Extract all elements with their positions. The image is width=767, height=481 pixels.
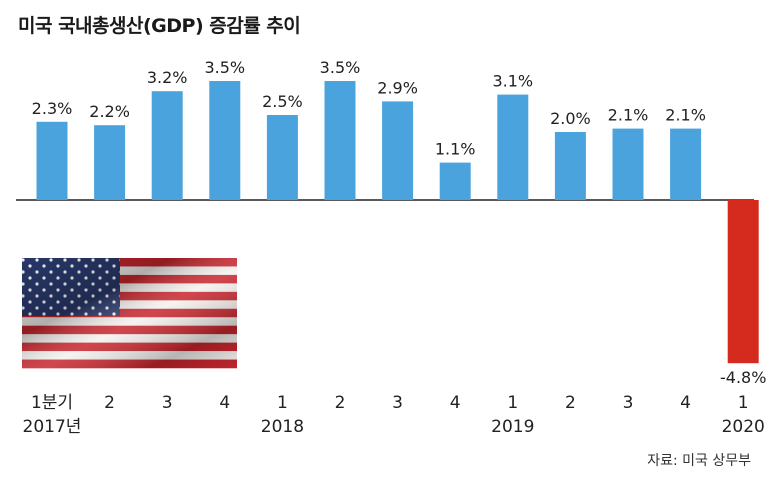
bar	[151, 91, 183, 200]
data-label: 3.5%	[320, 58, 361, 77]
year-label: 2018	[261, 417, 304, 437]
data-label: 2.9%	[377, 78, 418, 97]
data-label: 2.5%	[262, 92, 303, 111]
data-label: 2.1%	[608, 106, 649, 125]
x-tick-label: 1	[277, 393, 288, 413]
bar	[382, 101, 414, 200]
bar	[209, 81, 241, 200]
data-label: 2.0%	[550, 109, 591, 128]
x-tick-label: 4	[219, 393, 230, 413]
data-label: 3.2%	[147, 68, 188, 87]
x-tick-label: 1	[507, 393, 518, 413]
bar	[266, 115, 298, 200]
chart-title: 미국 국내총생산(GDP) 증감률 추이	[18, 15, 301, 37]
x-tick-label: 1분기	[31, 393, 73, 413]
x-tick-label: 2	[104, 393, 115, 413]
x-tick-label: 3	[162, 393, 173, 413]
bar	[727, 200, 759, 364]
year-label: 2020	[722, 417, 765, 437]
x-tick-label: 3	[392, 393, 403, 413]
data-label: 3.5%	[204, 58, 245, 77]
x-tick-label: 3	[623, 393, 634, 413]
x-tick-label: 1	[738, 393, 749, 413]
data-label: 1.1%	[435, 140, 476, 159]
bar	[36, 121, 68, 200]
bar	[497, 94, 529, 200]
bar	[439, 162, 471, 200]
bar	[670, 128, 702, 200]
x-tick-label: 4	[450, 393, 461, 413]
data-label: 2.3%	[32, 99, 73, 118]
us-flag-image	[22, 258, 237, 369]
x-tick-label: 2	[335, 393, 346, 413]
x-tick-label: 4	[680, 393, 691, 413]
year-label: 2019	[491, 417, 534, 437]
year-label: 2017년	[23, 417, 82, 437]
source-note: 자료: 미국 상무부	[647, 453, 751, 469]
data-label: 2.2%	[89, 102, 130, 121]
bar	[612, 128, 644, 200]
data-label: 2.1%	[665, 106, 706, 125]
bar	[94, 125, 126, 200]
bar	[324, 81, 356, 200]
bar	[554, 132, 586, 200]
data-label: 3.1%	[492, 72, 533, 91]
data-label: -4.8%	[720, 368, 766, 387]
x-tick-label: 2	[565, 393, 576, 413]
